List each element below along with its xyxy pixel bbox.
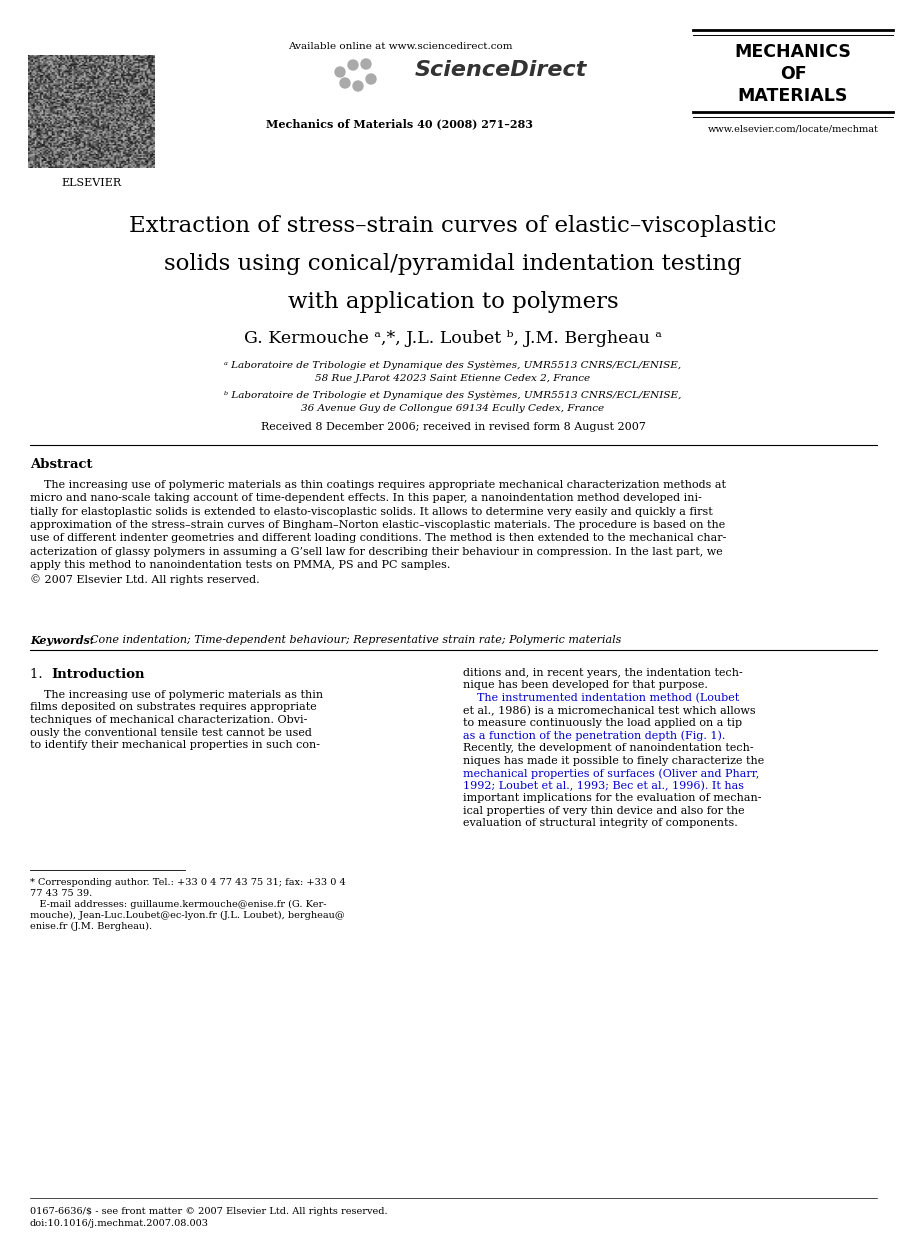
Text: important implications for the evaluation of mechan-: important implications for the evaluatio…: [463, 794, 762, 803]
Circle shape: [361, 59, 371, 69]
Text: 1992; Loubet et al., 1993; Bec et al., 1996). It has: 1992; Loubet et al., 1993; Bec et al., 1…: [463, 780, 744, 791]
Text: 58 Rue J.Parot 42023 Saint Etienne Cedex 2, France: 58 Rue J.Parot 42023 Saint Etienne Cedex…: [316, 374, 590, 383]
Text: techniques of mechanical characterization. Obvi-: techniques of mechanical characterizatio…: [30, 716, 307, 725]
Circle shape: [348, 59, 358, 71]
Text: ᵇ Laboratoire de Tribologie et Dynamique des Systèmes, UMR5513 CNRS/ECL/ENISE,: ᵇ Laboratoire de Tribologie et Dynamique…: [224, 390, 682, 400]
Text: Extraction of stress–strain curves of elastic–viscoplastic: Extraction of stress–strain curves of el…: [130, 215, 776, 236]
Text: niques has made it possible to finely characterize the: niques has made it possible to finely ch…: [463, 755, 765, 765]
Text: G. Kermouche ᵃ,*, J.L. Loubet ᵇ, J.M. Bergheau ᵃ: G. Kermouche ᵃ,*, J.L. Loubet ᵇ, J.M. Be…: [244, 331, 662, 347]
Text: 77 43 75 39.: 77 43 75 39.: [30, 889, 93, 898]
Text: 36 Avenue Guy de Collongue 69134 Ecully Cedex, France: 36 Avenue Guy de Collongue 69134 Ecully …: [301, 404, 605, 413]
Text: nique has been developed for that purpose.: nique has been developed for that purpos…: [463, 681, 707, 691]
Text: enise.fr (J.M. Bergheau).: enise.fr (J.M. Bergheau).: [30, 922, 152, 931]
Text: Cone indentation; Time-dependent behaviour; Representative strain rate; Polymeri: Cone indentation; Time-dependent behavio…: [83, 635, 621, 645]
Text: mouche), Jean-Luc.Loubet@ec-lyon.fr (J.L. Loubet), bergheau@: mouche), Jean-Luc.Loubet@ec-lyon.fr (J.L…: [30, 911, 345, 920]
Text: MECHANICS: MECHANICS: [735, 43, 852, 61]
Text: Recently, the development of nanoindentation tech-: Recently, the development of nanoindenta…: [463, 743, 754, 753]
Text: evaluation of structural integrity of components.: evaluation of structural integrity of co…: [463, 818, 737, 828]
Text: The increasing use of polymeric materials as thin coatings requires appropriate : The increasing use of polymeric material…: [30, 480, 727, 584]
Text: films deposited on substrates requires appropriate: films deposited on substrates requires a…: [30, 702, 317, 713]
Text: doi:10.1016/j.mechmat.2007.08.003: doi:10.1016/j.mechmat.2007.08.003: [30, 1219, 209, 1228]
Text: mechanical properties of surfaces (Oliver and Pharr,: mechanical properties of surfaces (Olive…: [463, 768, 759, 779]
Text: Introduction: Introduction: [51, 669, 144, 681]
Text: ditions and, in recent years, the indentation tech-: ditions and, in recent years, the indent…: [463, 669, 743, 678]
Circle shape: [335, 67, 345, 77]
Text: ᵃ Laboratoire de Tribologie et Dynamique des Systèmes, UMR5513 CNRS/ECL/ENISE,: ᵃ Laboratoire de Tribologie et Dynamique…: [224, 360, 681, 369]
Text: The instrumented indentation method (Loubet: The instrumented indentation method (Lou…: [463, 693, 739, 703]
Text: Mechanics of Materials 40 (2008) 271–283: Mechanics of Materials 40 (2008) 271–283: [267, 118, 533, 129]
Text: 0167-6636/$ - see front matter © 2007 Elsevier Ltd. All rights reserved.: 0167-6636/$ - see front matter © 2007 El…: [30, 1207, 387, 1216]
Circle shape: [353, 80, 363, 92]
Text: to identify their mechanical properties in such con-: to identify their mechanical properties …: [30, 740, 320, 750]
Text: OF: OF: [780, 66, 806, 83]
Text: to measure continuously the load applied on a tip: to measure continuously the load applied…: [463, 718, 742, 728]
Text: ELSEVIER: ELSEVIER: [61, 178, 121, 188]
Text: ical properties of very thin device and also for the: ical properties of very thin device and …: [463, 806, 745, 816]
Text: solids using conical/pyramidal indentation testing: solids using conical/pyramidal indentati…: [164, 253, 742, 275]
Circle shape: [340, 78, 350, 88]
Text: et al., 1986) is a micromechanical test which allows: et al., 1986) is a micromechanical test …: [463, 706, 756, 716]
Text: as a function of the penetration depth (Fig. 1).: as a function of the penetration depth (…: [463, 730, 726, 742]
Text: The increasing use of polymeric materials as thin: The increasing use of polymeric material…: [30, 690, 323, 699]
Text: with application to polymers: with application to polymers: [288, 291, 619, 313]
Text: ously the conventional tensile test cannot be used: ously the conventional tensile test cann…: [30, 728, 312, 738]
Text: www.elsevier.com/locate/mechmat: www.elsevier.com/locate/mechmat: [707, 124, 879, 132]
Text: Available online at www.sciencedirect.com: Available online at www.sciencedirect.co…: [288, 42, 512, 51]
Text: 1.: 1.: [30, 669, 47, 681]
Text: ScienceDirect: ScienceDirect: [415, 59, 588, 80]
Text: Abstract: Abstract: [30, 458, 93, 470]
Text: * Corresponding author. Tel.: +33 0 4 77 43 75 31; fax: +33 0 4: * Corresponding author. Tel.: +33 0 4 77…: [30, 878, 346, 886]
Text: E-mail addresses: guillaume.kermouche@enise.fr (G. Ker-: E-mail addresses: guillaume.kermouche@en…: [30, 900, 327, 909]
Text: Keywords:: Keywords:: [30, 635, 94, 646]
Text: Received 8 December 2006; received in revised form 8 August 2007: Received 8 December 2006; received in re…: [260, 422, 646, 432]
Text: MATERIALS: MATERIALS: [737, 87, 848, 105]
Circle shape: [366, 74, 376, 84]
